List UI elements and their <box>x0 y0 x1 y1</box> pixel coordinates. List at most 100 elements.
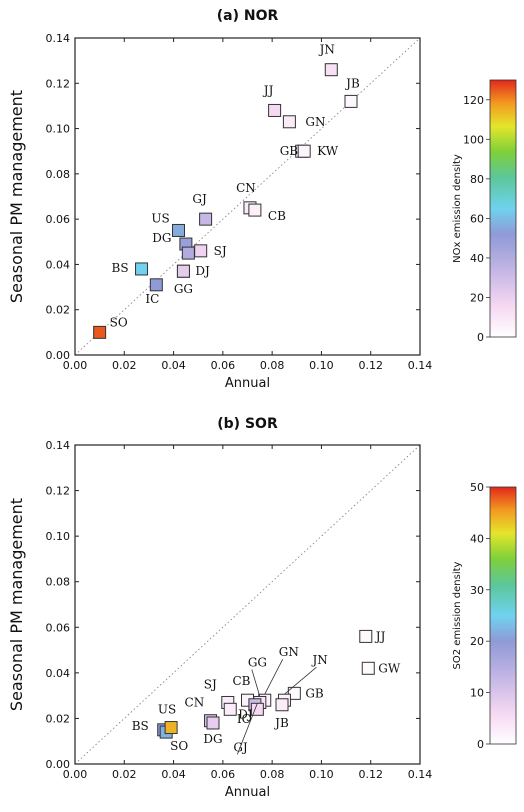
point-label: IC <box>237 712 251 726</box>
panel-title: (b) SOR <box>217 416 278 432</box>
x-tick-label: 0.06 <box>211 359 236 372</box>
x-tick-label: 0.12 <box>358 359 383 372</box>
x-tick-label: 0.04 <box>161 359 186 372</box>
colorbar-label: SO2 emission density <box>452 561 463 669</box>
colorbar-tick-label: 40 <box>470 532 484 545</box>
panel-title: (a) NOR <box>217 8 279 24</box>
x-tick-label: 0.12 <box>358 768 383 781</box>
data-point <box>282 115 296 129</box>
data-point <box>297 144 311 158</box>
x-tick-label: 0.00 <box>63 359 88 372</box>
colorbar-tick-label: 0 <box>477 331 484 344</box>
leader-line <box>236 703 258 755</box>
data-point <box>248 203 262 217</box>
panel-sor: (b) SOR 0.00 0.02 0.04 0.06 0.08 0.10 0.12 0.14 0… <box>7 416 517 800</box>
y-tick-label: 0.04 <box>46 667 71 680</box>
y-tick-label: 0.02 <box>46 304 71 317</box>
colorbar-tick-label: 0 <box>477 738 484 751</box>
x-tick-label: 0.00 <box>63 768 88 781</box>
point-label: GN <box>279 645 299 659</box>
point-label: GG <box>248 655 267 669</box>
x-axis-label: Annual <box>225 376 270 391</box>
colorbar-tick-label: 100 <box>463 133 484 146</box>
point-label: CB <box>268 209 286 223</box>
data-point <box>93 325 107 339</box>
point-label: JJ <box>374 629 386 643</box>
point-label: CN <box>236 181 256 195</box>
colorbar-tick-label: 20 <box>470 635 484 648</box>
point-label: GB <box>280 144 299 158</box>
point-label: BS <box>112 261 129 275</box>
data-point <box>176 264 190 278</box>
data-point <box>223 702 237 716</box>
data-point <box>268 103 282 117</box>
point-label: DG <box>152 231 171 245</box>
point-label: SJ <box>214 244 227 258</box>
y-tick-label: 0.00 <box>46 349 71 362</box>
point-label: JN <box>318 43 335 57</box>
leader-line <box>264 659 284 695</box>
x-tick-label: 0.02 <box>112 768 137 781</box>
colorbar-tick-label: 80 <box>470 173 484 186</box>
y-tick-label: 0.06 <box>46 213 71 226</box>
colorbar-tick-label: 50 <box>470 481 484 494</box>
point-label: JB <box>344 76 360 90</box>
data-point <box>206 716 220 730</box>
point-label: SO <box>170 739 188 753</box>
point-label: GJ <box>192 192 207 206</box>
data-point <box>324 63 338 77</box>
x-tick-label: 0.06 <box>211 768 236 781</box>
data-point <box>149 278 163 292</box>
point-label: BS <box>132 719 149 733</box>
y-axis-label: Seasonal PM management <box>7 90 26 303</box>
point-label: GW <box>378 661 401 675</box>
data-point <box>344 94 358 108</box>
colorbar-tick-label: 30 <box>470 584 484 597</box>
y-tick-label: 0.00 <box>46 758 71 771</box>
y-tick-label: 0.14 <box>46 32 71 45</box>
colorbar-tick-label: 20 <box>470 291 484 304</box>
y-tick-label: 0.12 <box>46 77 71 90</box>
point-label: SJ <box>204 677 217 691</box>
point-label: DJ <box>195 264 210 278</box>
panel-nor: (a) NOR 0.00 0.02 0.04 0.06 0.08 0.10 0.12 0.14 0… <box>7 8 517 391</box>
data-point <box>287 686 301 700</box>
x-tick-label: 0.14 <box>408 359 433 372</box>
point-label: CB <box>233 674 251 688</box>
y-tick-label: 0.06 <box>46 621 71 634</box>
colorbar <box>489 79 517 338</box>
y-tick-label: 0.14 <box>46 439 71 452</box>
data-point <box>164 721 178 735</box>
point-label: JB <box>273 716 289 730</box>
point-label: GB <box>305 686 324 700</box>
y-tick-label: 0.12 <box>46 485 71 498</box>
data-point <box>181 246 195 260</box>
one-to-one-line <box>74 37 421 356</box>
data-point <box>135 262 149 276</box>
point-label: KW <box>317 144 339 158</box>
point-label: US <box>158 703 176 717</box>
data-point <box>199 212 213 226</box>
colorbar <box>489 486 517 745</box>
point-label: DG <box>203 732 222 746</box>
data-point <box>172 223 185 237</box>
point-label: CN <box>185 696 205 710</box>
data-point <box>361 661 375 675</box>
y-tick-label: 0.10 <box>46 123 71 136</box>
y-tick-label: 0.04 <box>46 258 71 271</box>
point-label: JJ <box>262 83 274 97</box>
x-tick-label: 0.10 <box>309 768 334 781</box>
x-tick-label: 0.10 <box>309 359 334 372</box>
data-point <box>194 244 208 258</box>
y-tick-label: 0.08 <box>46 168 71 181</box>
data-point <box>359 629 373 643</box>
point-label: GG <box>174 282 193 296</box>
y-tick-label: 0.08 <box>46 576 71 589</box>
x-tick-label: 0.02 <box>112 359 137 372</box>
point-label: DJ <box>238 707 253 721</box>
colorbar-tick-label: 40 <box>470 252 484 265</box>
point-label: JN <box>310 653 327 667</box>
leader-line <box>251 669 261 697</box>
colorbar-tick-label: 10 <box>470 687 484 700</box>
